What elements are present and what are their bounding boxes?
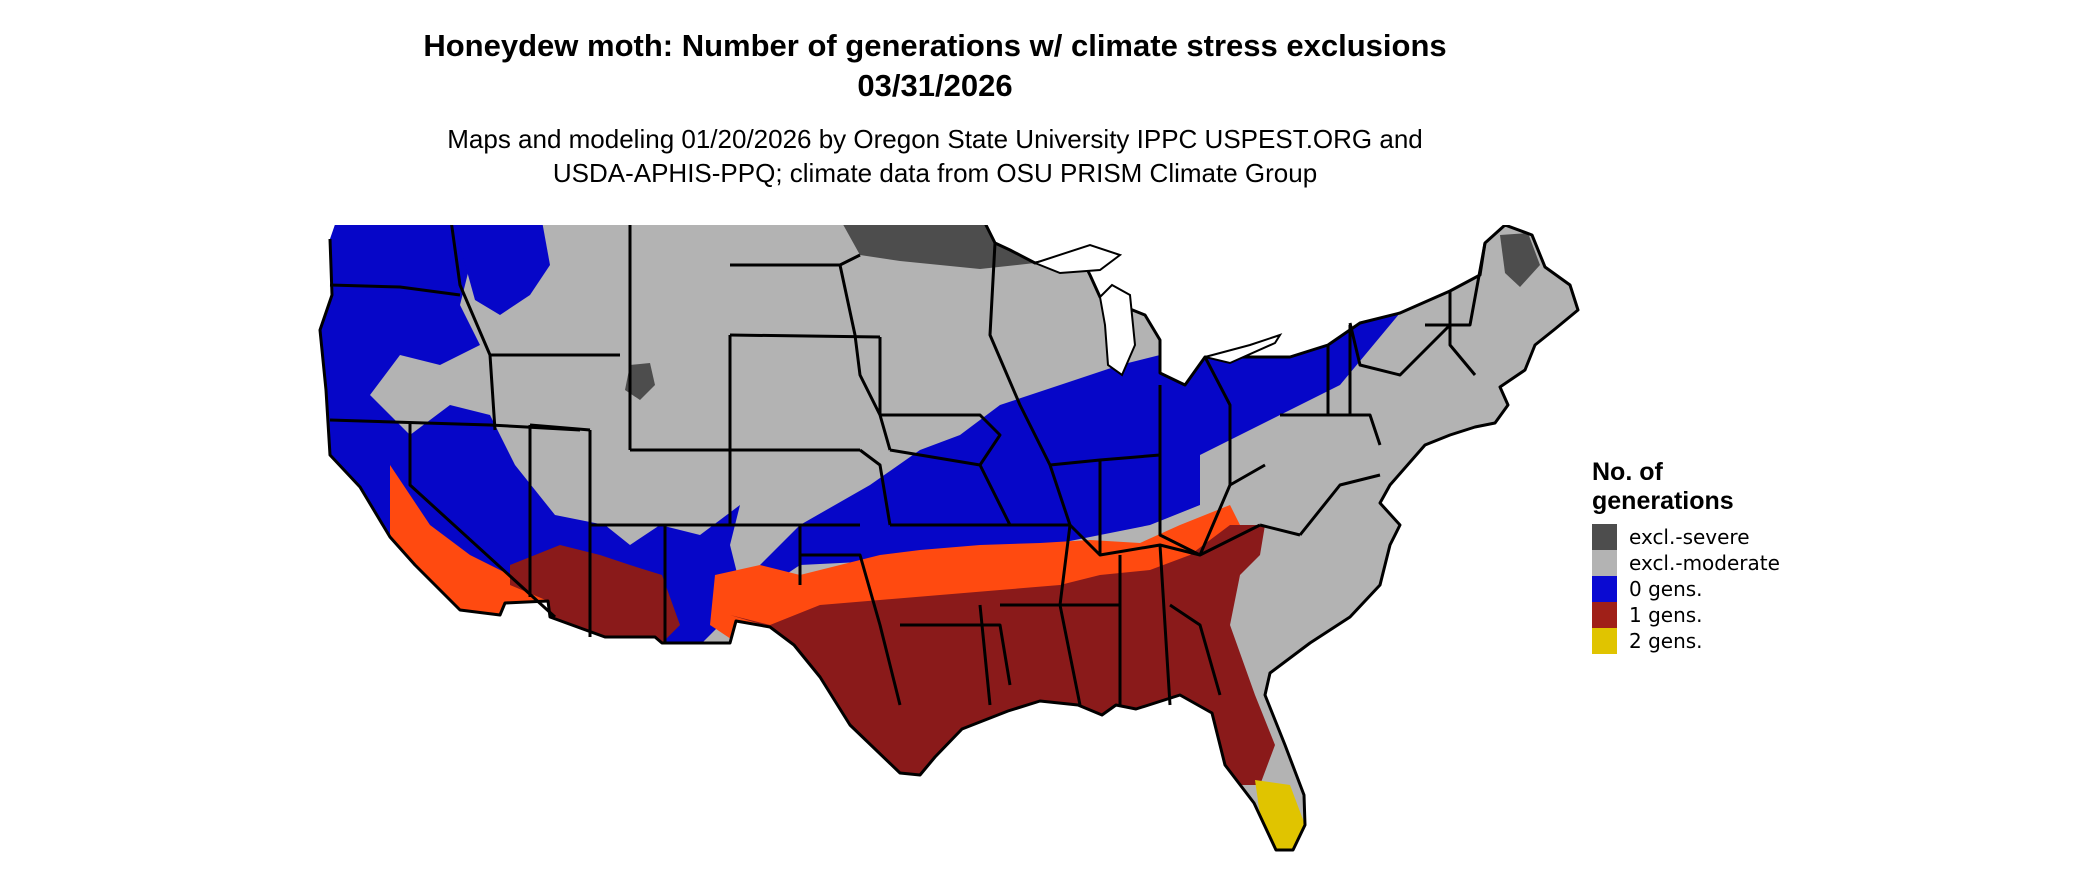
us-outline bbox=[318, 225, 1580, 852]
legend-item-two-gens: 2 gens. bbox=[1592, 628, 1852, 654]
legend-item-zero-gens: 0 gens. bbox=[1592, 576, 1852, 602]
legend-item-one-gen: 1 gens. bbox=[1592, 602, 1852, 628]
map-credits-line1: Maps and modeling 01/20/2026 by Oregon S… bbox=[447, 124, 1423, 154]
legend-item-excl-moderate: excl.-moderate bbox=[1592, 550, 1852, 576]
zero-gens-area-west bbox=[320, 225, 1400, 645]
state-borders bbox=[318, 225, 1580, 852]
legend-items: excl.-severe excl.-moderate 0 gens. 1 ge… bbox=[1592, 524, 1852, 654]
legend-title-line1: No. of bbox=[1592, 458, 1663, 486]
legend-swatch bbox=[1592, 576, 1617, 602]
legend-label: excl.-moderate bbox=[1629, 551, 1780, 575]
two-gens-area-florida bbox=[1255, 780, 1305, 850]
legend-item-excl-severe: excl.-severe bbox=[1592, 524, 1852, 550]
map-title: Honeydew moth: Number of generations w/ … bbox=[423, 28, 1447, 63]
legend-label: 2 gens. bbox=[1629, 629, 1703, 653]
legend-label: 1 gens. bbox=[1629, 603, 1703, 627]
lake-erie bbox=[1204, 333, 1283, 365]
one-gen-dark-area-arizona bbox=[510, 545, 680, 643]
legend-title-line2: generations bbox=[1592, 487, 1734, 515]
us-generations-map bbox=[318, 225, 1580, 852]
map-date: 03/31/2026 bbox=[857, 68, 1013, 103]
excl-severe-area-minnesota bbox=[835, 225, 1035, 269]
great-lakes bbox=[1032, 243, 1283, 377]
legend-swatch bbox=[1592, 628, 1617, 654]
legend-swatch bbox=[1592, 602, 1617, 628]
lake-superior bbox=[1032, 243, 1123, 275]
legend-label: 0 gens. bbox=[1629, 577, 1703, 601]
legend: No. of generations excl.-severe excl.-mo… bbox=[1592, 458, 1852, 654]
zero-gens-area-northwest bbox=[450, 225, 550, 315]
legend-label: excl.-severe bbox=[1629, 525, 1750, 549]
excl-severe-area-wyoming bbox=[625, 363, 655, 400]
map-credits-line2: USDA-APHIS-PPQ; climate data from OSU PR… bbox=[552, 158, 1318, 188]
legend-swatch bbox=[1592, 550, 1617, 576]
excl-severe-area-maine bbox=[1500, 233, 1540, 287]
one-gen-dark-area bbox=[730, 525, 1275, 785]
legend-swatch bbox=[1592, 524, 1617, 550]
lake-michigan bbox=[1098, 283, 1137, 377]
